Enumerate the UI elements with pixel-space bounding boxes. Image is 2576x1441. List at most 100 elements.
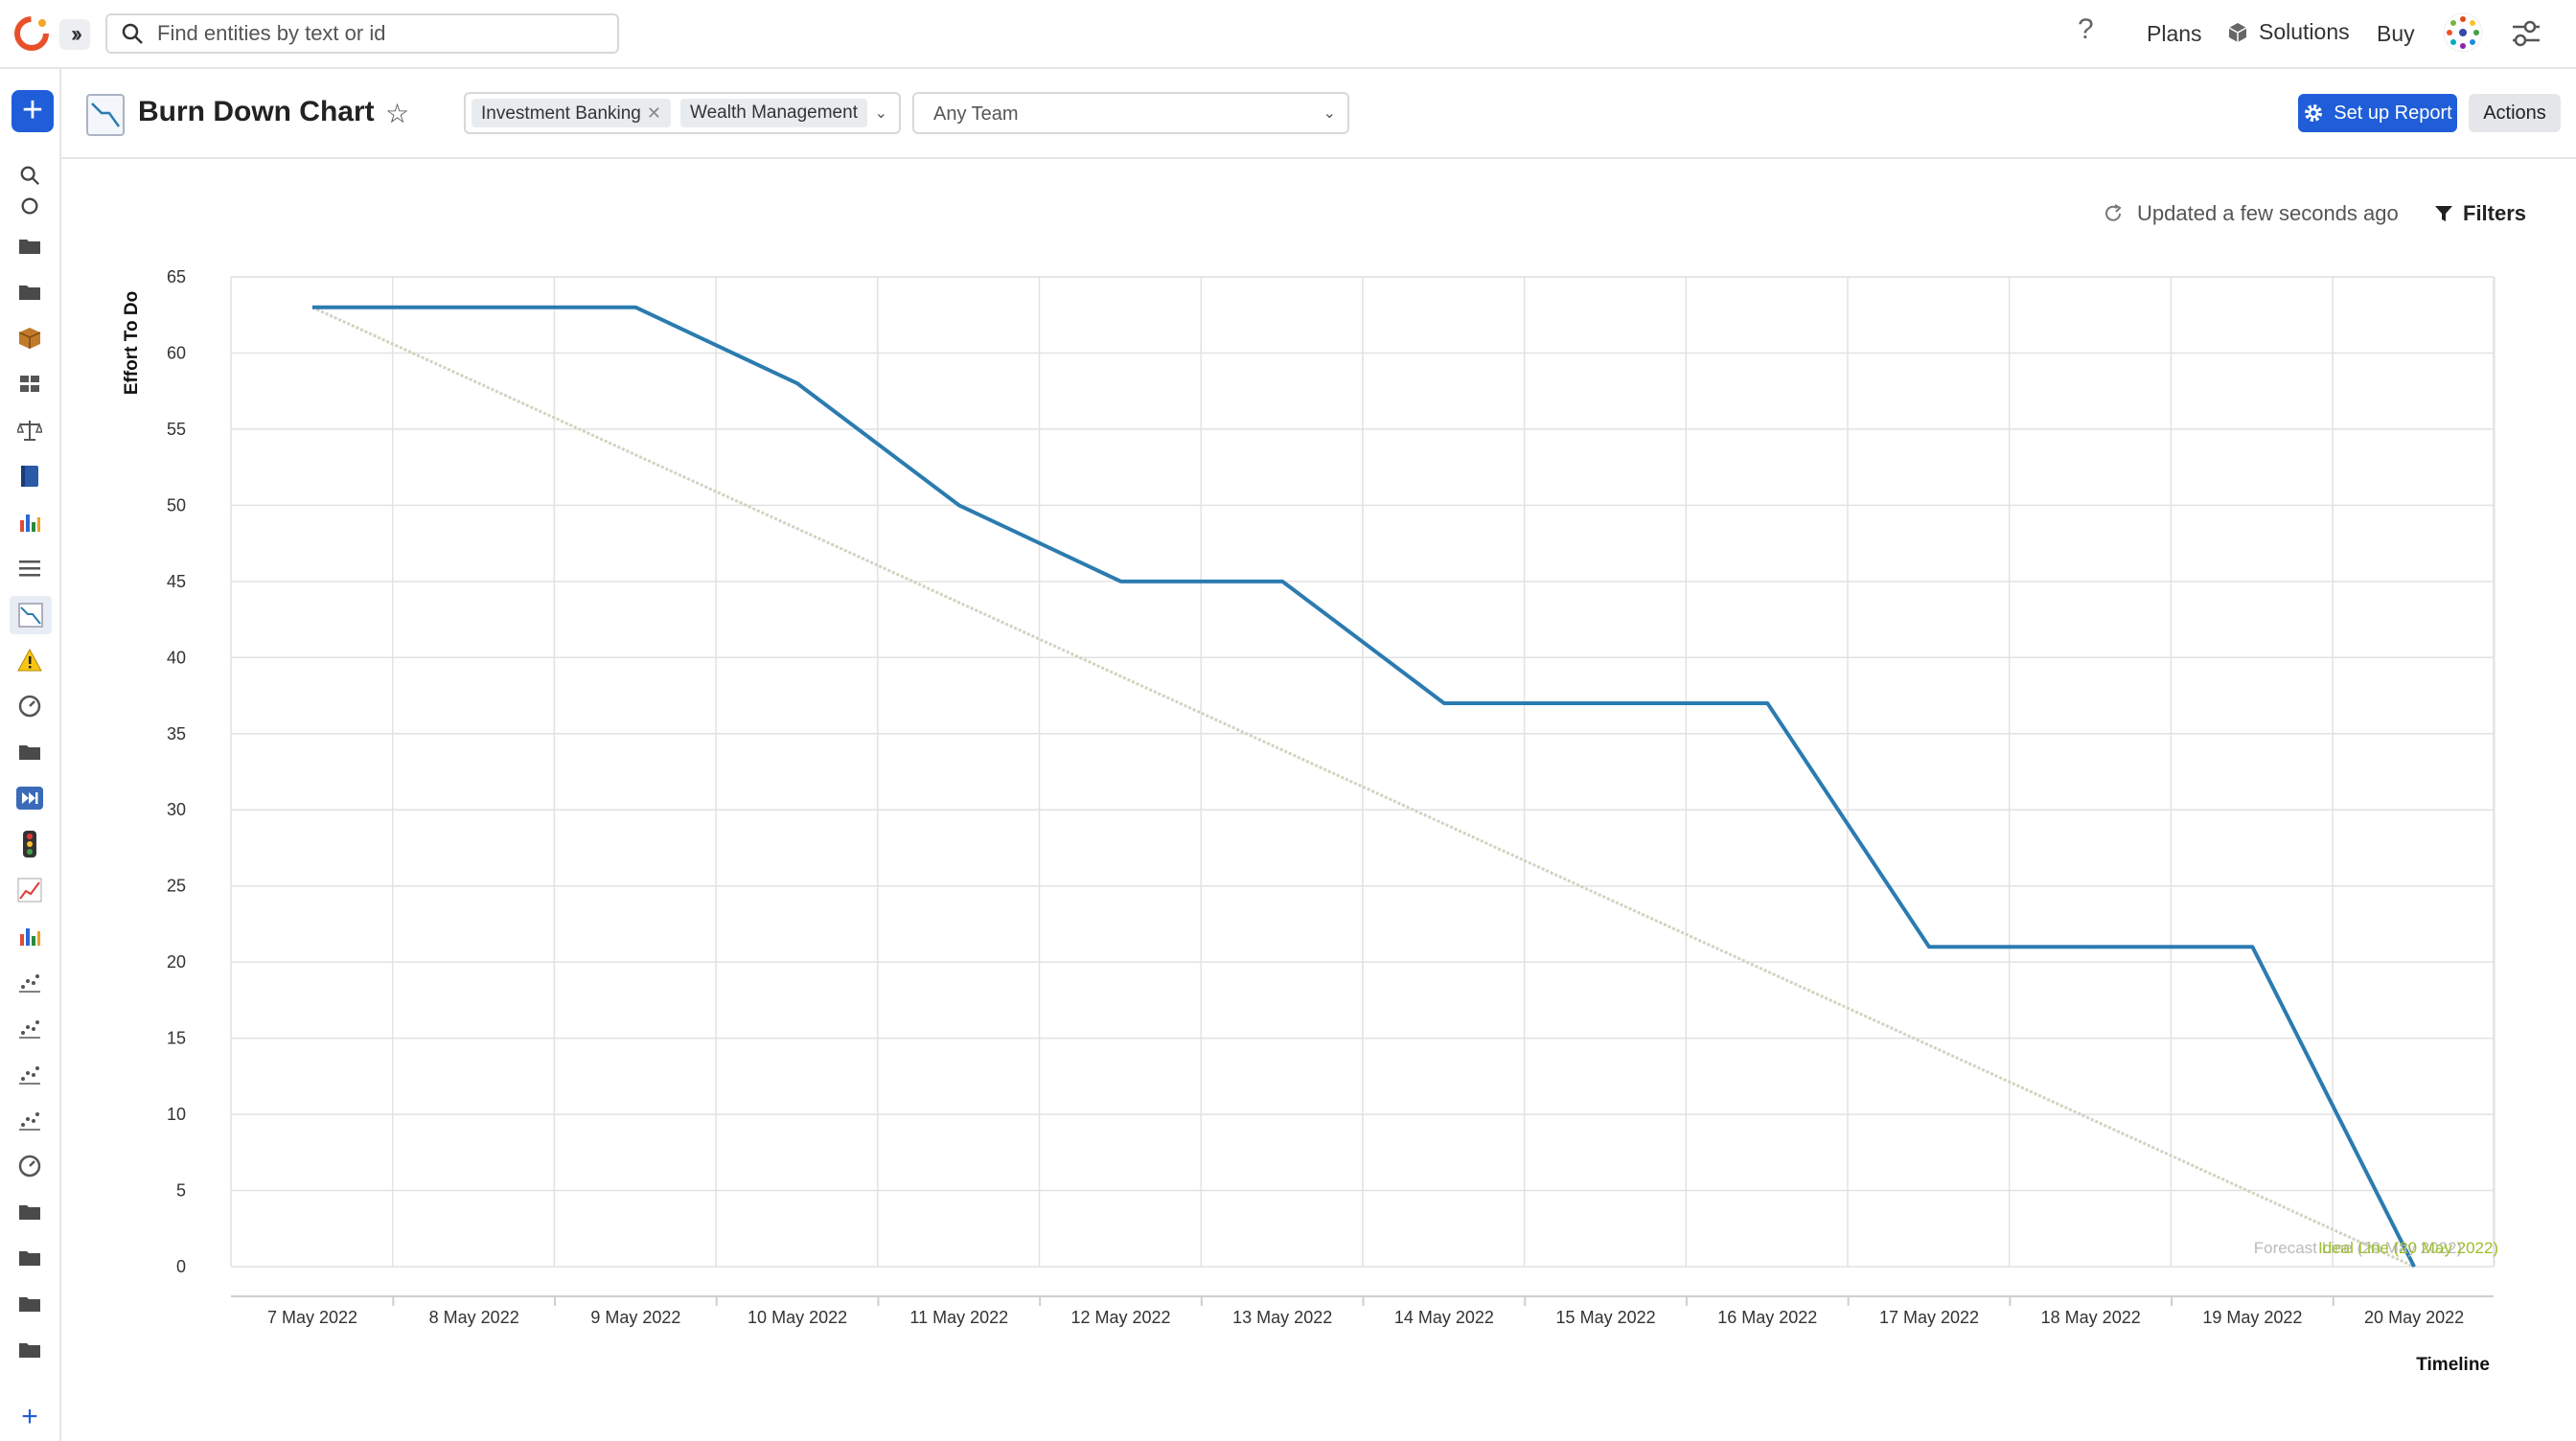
x-tick-label: 13 May 2022 — [1232, 1308, 1332, 1327]
filter-chip[interactable]: Investment Banking ✕ — [472, 99, 671, 127]
help-icon[interactable]: ? — [2078, 13, 2094, 45]
sliders-icon[interactable] — [2509, 17, 2543, 52]
nav-plans-link[interactable]: Plans — [2147, 21, 2202, 46]
app-logo-icon[interactable] — [12, 13, 52, 54]
user-avatar-icon[interactable] — [2442, 11, 2484, 54]
bar-chart-icon[interactable] — [13, 508, 46, 537]
x-tick-label: 15 May 2022 — [1556, 1308, 1656, 1327]
y-tick-label: 55 — [167, 420, 186, 439]
x-tick-label: 16 May 2022 — [1717, 1308, 1817, 1327]
data-point — [1120, 581, 1121, 583]
data-point — [1281, 581, 1283, 583]
bar-chart-icon[interactable] — [13, 922, 46, 950]
scatter-chart-icon[interactable] — [13, 1014, 46, 1042]
x-tick-label: 20 May 2022 — [2364, 1308, 2464, 1327]
y-tick-label: 5 — [176, 1181, 186, 1201]
y-tick-label: 40 — [167, 648, 186, 667]
department-multiselect[interactable]: Investment Banking ✕ Wealth Management ⌄ — [464, 92, 901, 134]
nav-buy-link[interactable]: Buy — [2377, 21, 2415, 46]
x-tick-label: 18 May 2022 — [2041, 1308, 2141, 1327]
nav-solutions-label: Solutions — [2259, 19, 2350, 44]
sidebar: + + — [0, 69, 61, 1441]
x-tick-label: 9 May 2022 — [590, 1308, 680, 1327]
data-point — [2090, 946, 2092, 948]
x-tick-label: 7 May 2022 — [267, 1308, 357, 1327]
ideal-line — [311, 306, 2415, 1269]
report-header: Burn Down Chart ☆ Investment Banking ✕ We… — [61, 69, 2576, 159]
nav-solutions-link[interactable]: Solutions — [2226, 19, 2350, 45]
y-tick-label: 25 — [167, 877, 186, 896]
y-tick-label: 50 — [167, 495, 186, 515]
folder-icon[interactable] — [13, 1244, 46, 1272]
search-icon[interactable] — [13, 161, 46, 190]
book-icon[interactable] — [13, 462, 46, 491]
team-select[interactable]: Any Team ⌄ — [912, 92, 1349, 134]
refresh-icon[interactable] — [2103, 203, 2124, 224]
y-tick-label: 65 — [167, 267, 186, 286]
y-tick-label: 30 — [167, 800, 186, 819]
cube-icon — [2228, 22, 2247, 42]
remove-chip-icon[interactable]: ✕ — [646, 103, 661, 123]
last-updated: Updated a few seconds ago — [2103, 201, 2399, 226]
page-title: Burn Down Chart — [138, 96, 375, 127]
folder-icon[interactable] — [13, 738, 46, 766]
add-item-icon[interactable]: + — [21, 1401, 38, 1432]
top-bar: ›› ? Plans Solutions Buy — [0, 0, 2576, 69]
last-updated-text: Updated a few seconds ago — [2137, 201, 2399, 225]
traffic-light-icon[interactable] — [13, 830, 46, 858]
scatter-chart-icon[interactable] — [13, 968, 46, 996]
data-point — [634, 307, 636, 309]
y-tick-label: 35 — [167, 724, 186, 743]
y-tick-label: 20 — [167, 952, 186, 972]
filter-chip[interactable]: Wealth Management — [680, 99, 867, 127]
actions-button[interactable]: Actions — [2469, 94, 2561, 132]
search-icon — [122, 23, 143, 44]
burndown-chart-icon — [86, 94, 125, 136]
x-tick-label: 11 May 2022 — [909, 1308, 1008, 1327]
fast-forward-icon[interactable] — [13, 784, 46, 812]
y-tick-label: 10 — [167, 1105, 186, 1124]
history-icon[interactable] — [13, 192, 46, 220]
folder-icon[interactable] — [13, 1336, 46, 1364]
chevron-down-icon[interactable]: ⌄ — [874, 105, 887, 122]
data-point — [1766, 702, 1768, 704]
filters-button[interactable]: Filters — [2434, 201, 2526, 226]
y-tick-label: 0 — [176, 1257, 186, 1276]
folder-icon[interactable] — [13, 278, 46, 307]
chevron-down-icon: ⌄ — [1322, 105, 1336, 122]
data-point — [796, 382, 798, 384]
scales-icon[interactable] — [13, 416, 46, 445]
gauge-icon[interactable] — [13, 1152, 46, 1180]
x-tick-label: 10 May 2022 — [748, 1308, 847, 1327]
filter-icon — [2435, 206, 2452, 221]
line-chart-icon[interactable] — [13, 876, 46, 904]
setup-report-button[interactable]: Set up Report — [2298, 94, 2457, 132]
data-point — [473, 307, 475, 309]
x-tick-label: 17 May 2022 — [1879, 1308, 1979, 1327]
setup-report-label: Set up Report — [2334, 102, 2452, 124]
filter-chip-label: Wealth Management — [690, 103, 858, 123]
list-icon[interactable] — [13, 554, 46, 583]
x-tick-label: 19 May 2022 — [2202, 1308, 2302, 1327]
team-select-value: Any Team — [933, 103, 1019, 125]
folder-icon[interactable] — [13, 1198, 46, 1226]
warning-icon[interactable] — [13, 646, 46, 675]
expand-sidebar-button[interactable]: ›› — [59, 19, 90, 50]
data-point — [1605, 702, 1607, 704]
package-icon[interactable] — [13, 324, 46, 353]
scatter-chart-icon[interactable] — [13, 1106, 46, 1134]
search-input[interactable] — [155, 20, 581, 47]
actual-line — [312, 305, 2416, 1268]
forecast-line-label: Forecast Line (20 May 2022) — [2254, 1239, 2462, 1257]
x-axis-title: Timeline — [2416, 1355, 2490, 1375]
x-tick-label: 12 May 2022 — [1070, 1308, 1170, 1327]
search-box[interactable] — [105, 13, 619, 54]
folder-icon[interactable] — [13, 1290, 46, 1318]
folder-icon[interactable] — [13, 232, 46, 261]
burndown-chart-icon[interactable] — [10, 596, 52, 634]
favorite-star-icon[interactable]: ☆ — [385, 99, 410, 128]
scatter-chart-icon[interactable] — [13, 1060, 46, 1088]
gauge-icon[interactable] — [13, 692, 46, 720]
dashboard-icon[interactable] — [13, 370, 46, 399]
create-button[interactable]: + — [12, 90, 54, 132]
